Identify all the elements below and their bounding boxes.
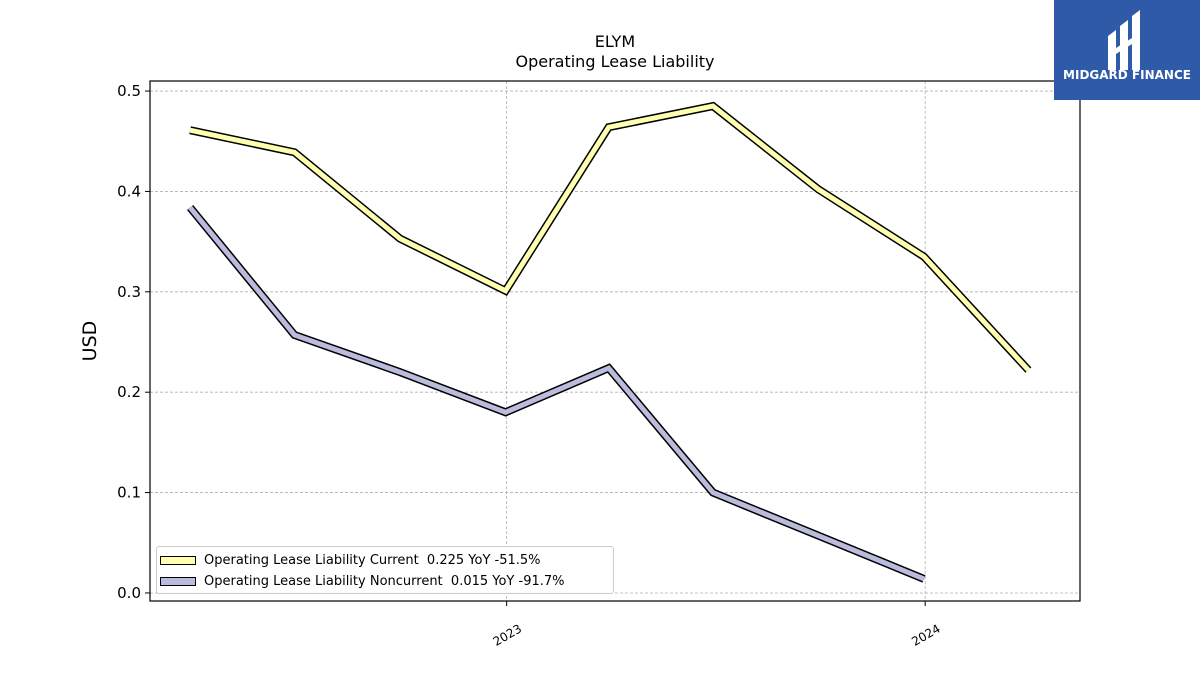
y-tick-label: 0.3 bbox=[117, 283, 141, 301]
legend-item-current: Operating Lease Liability Current 0.225 … bbox=[157, 550, 541, 570]
y-tick-label: 0.2 bbox=[117, 383, 141, 401]
y-tick-label: 0.1 bbox=[117, 484, 141, 502]
legend-swatch-noncurrent bbox=[160, 576, 196, 586]
series-line-0 bbox=[189, 103, 1031, 372]
y-axis-label: USD bbox=[79, 321, 101, 362]
y-tick-label: 0.4 bbox=[117, 182, 141, 200]
legend-label-current: Operating Lease Liability Current 0.225 … bbox=[204, 552, 541, 568]
series-outline-0 bbox=[189, 101, 1032, 373]
data-point bbox=[504, 411, 506, 413]
data-point bbox=[189, 129, 191, 131]
legend: Operating Lease Liability Current 0.225 … bbox=[156, 546, 614, 594]
x-tick-label: 2024 bbox=[909, 621, 942, 648]
series-line-1 bbox=[188, 205, 925, 582]
data-point bbox=[504, 290, 506, 292]
x-tick-label: 2023 bbox=[491, 621, 524, 648]
legend-swatch-current bbox=[160, 555, 196, 565]
data-point bbox=[818, 535, 820, 537]
chart-title: ELYM bbox=[594, 32, 636, 51]
data-point bbox=[712, 492, 714, 494]
data-point bbox=[399, 238, 401, 240]
chart-subtitle: Operating Lease Liability bbox=[515, 52, 715, 71]
plot-frame bbox=[149, 80, 1081, 602]
data-point bbox=[923, 578, 925, 580]
data-point bbox=[1027, 369, 1029, 371]
y-tick-label: 0.0 bbox=[117, 584, 141, 602]
brand-logo: MIDGARD FINANCE bbox=[1054, 0, 1200, 100]
data-point bbox=[293, 334, 295, 336]
legend-label-noncurrent: Operating Lease Liability Noncurrent 0.0… bbox=[204, 573, 565, 589]
data-point bbox=[923, 256, 925, 258]
data-point bbox=[293, 151, 295, 153]
data-point bbox=[712, 105, 714, 107]
y-tick-label: 0.5 bbox=[117, 82, 141, 100]
data-point bbox=[189, 206, 191, 208]
data-point bbox=[818, 188, 820, 190]
logo-text: MIDGARD FINANCE bbox=[1063, 68, 1191, 82]
data-point bbox=[399, 371, 401, 373]
data-point bbox=[608, 367, 610, 369]
series-outline-1 bbox=[187, 204, 926, 583]
logo-mark-icon bbox=[1108, 10, 1140, 70]
legend-item-noncurrent: Operating Lease Liability Noncurrent 0.0… bbox=[157, 571, 565, 591]
data-point bbox=[608, 126, 610, 128]
